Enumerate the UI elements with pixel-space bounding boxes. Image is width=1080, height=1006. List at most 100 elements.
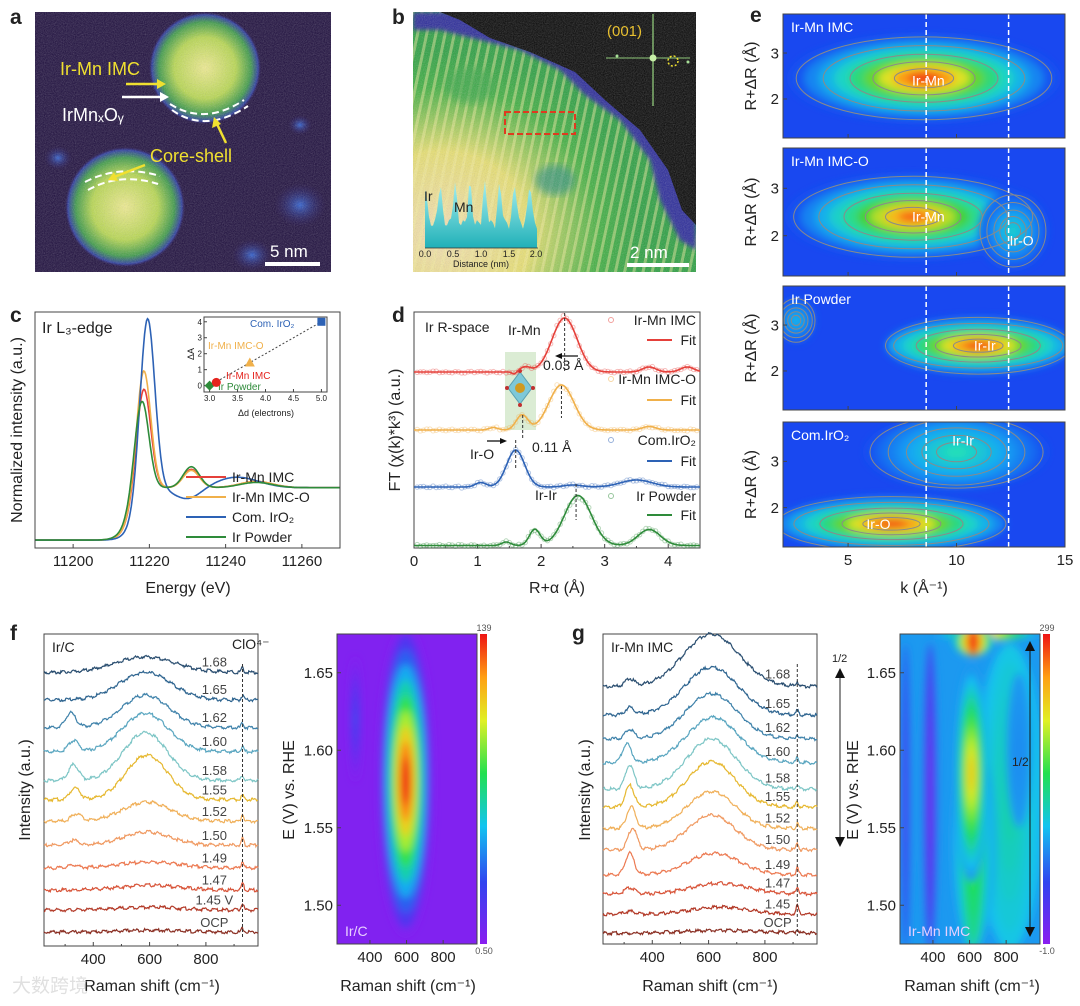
contour-line — [921, 434, 992, 470]
y-tick-label: 2 — [771, 91, 779, 108]
contour-line — [935, 441, 978, 463]
panel-label-e: e — [750, 4, 762, 27]
x-tick-label: 1 — [473, 553, 481, 570]
legend-label: Ir-Mn IMC-O — [618, 371, 696, 387]
scale-bar-label: 2 nm — [630, 243, 668, 262]
spectrum-1-49 — [602, 850, 818, 878]
data-marker — [655, 531, 662, 537]
x-tick-label: 5 — [844, 552, 852, 569]
data-marker — [554, 528, 560, 534]
label-oxide-shell: IrMnₓOᵧ — [62, 105, 124, 125]
potential-label: OCP — [200, 915, 228, 930]
data-marker — [443, 483, 449, 489]
data-marker — [516, 414, 522, 420]
data-marker — [544, 348, 551, 354]
spectrum-1-60 — [43, 711, 259, 755]
data-marker — [678, 541, 684, 547]
label-core-shell: Core-shell — [150, 146, 232, 166]
potential-label: 1.49 — [202, 850, 227, 865]
arrow-up-icon — [835, 668, 845, 678]
x-tick-label: 800 — [193, 951, 218, 968]
spectrum-1-45 — [602, 903, 818, 918]
fit-line-ir-mn-imc-o — [414, 384, 700, 431]
heatmap-level — [875, 520, 908, 528]
legend-fit-label: Fit — [680, 507, 696, 523]
arrow-core-shell — [113, 163, 146, 179]
x-axis-label: k (Å⁻¹) — [900, 578, 948, 597]
sample-label: Ir Powder — [791, 291, 851, 307]
data-marker — [567, 391, 573, 397]
potential-label: 1.45 — [765, 896, 790, 911]
contour-line — [993, 209, 1033, 253]
data-marker — [497, 476, 503, 482]
scale-bar-label: 5 nm — [270, 242, 308, 261]
profile-label-mn: Mn — [454, 199, 473, 215]
x-tick-label: 11260 — [282, 553, 323, 570]
spectrum-1-52 — [602, 789, 818, 831]
scale-bar — [627, 263, 689, 267]
contour-line — [934, 333, 1022, 358]
data-marker — [430, 483, 436, 489]
contour-line — [884, 206, 942, 227]
y-tick-label: 1.55 — [867, 820, 896, 837]
arrow-down-icon — [1025, 927, 1035, 937]
contour-line — [787, 311, 805, 330]
x-tick-label: 600 — [394, 949, 419, 966]
x-axis-label: Raman shift (cm⁻¹) — [904, 978, 1040, 995]
micrograph-noise — [35, 12, 331, 272]
data-marker — [522, 539, 528, 546]
panel-label-a: a — [10, 6, 22, 29]
potential-label: 1.49 — [765, 857, 790, 872]
point-label: Ir Powder — [218, 382, 261, 393]
spectrum-1-60 — [602, 714, 818, 766]
data-marker — [503, 370, 509, 376]
panel-f-raman-irc: Ir/C ClO⁴⁻ Intensity (a.u.) Raman shift … — [17, 633, 270, 995]
contour-line — [849, 53, 999, 103]
data-marker — [636, 531, 643, 538]
data-marker — [446, 541, 452, 548]
ir-atom — [515, 383, 525, 393]
data-marker — [436, 426, 443, 432]
data-marker — [455, 483, 462, 489]
data-marker — [633, 533, 640, 539]
data-marker — [462, 370, 468, 376]
arrow-head-icon — [157, 79, 166, 89]
data-marker — [512, 369, 519, 376]
panel-a-micrograph: Ir-Mn IMC IrMnₓOᵧ Core-shell 5 nm — [35, 12, 331, 272]
potential-label: 1.47 — [202, 873, 227, 888]
x-axis-label: Raman shift (cm⁻¹) — [642, 978, 778, 995]
data-marker — [544, 402, 551, 409]
data-marker — [630, 536, 636, 542]
heatmap-level — [968, 757, 974, 790]
data-marker — [541, 536, 547, 542]
inset-background — [196, 313, 332, 419]
y-tick-label: 1.50 — [867, 898, 896, 915]
heatmap-level — [907, 73, 941, 84]
annotation-ir-o: Ir-O — [470, 446, 494, 462]
x-axis-label: Raman shift (cm⁻¹) — [84, 978, 220, 995]
point-label: Ir-Mn IMC — [226, 371, 270, 382]
arrow-head-icon — [160, 92, 169, 102]
y-tick-label: 3 — [771, 317, 779, 334]
potential-label: 1.60 — [765, 744, 790, 759]
x-tick-label: 11240 — [205, 553, 246, 570]
colorbar-min-label: 0.50 — [475, 946, 493, 956]
potential-label: 1.55 — [202, 782, 227, 797]
contour-line — [884, 316, 1065, 375]
panel-b-micrograph: (001) Ir Mn 0.0 0.5 1.0 1.5 2.0 Distance… — [413, 12, 696, 272]
panel-c-xanes: Ir L₃-edge Normalized intensity (a.u.) E… — [9, 311, 341, 597]
data-marker — [509, 450, 516, 456]
spectrum-ocp — [602, 927, 817, 937]
heatmap-level — [945, 446, 968, 458]
contour-line — [783, 307, 809, 334]
watermark: 大数跨境 — [12, 975, 88, 997]
o-atom — [505, 386, 509, 390]
profile-label-ir: Ir — [424, 188, 433, 204]
spectrum-1-65 — [43, 669, 259, 703]
heatmap-area — [900, 634, 1040, 944]
y-tick-label: 1 — [198, 366, 203, 375]
profile-tick: 0.0 — [419, 249, 432, 259]
potential-label: OCP — [763, 915, 791, 930]
